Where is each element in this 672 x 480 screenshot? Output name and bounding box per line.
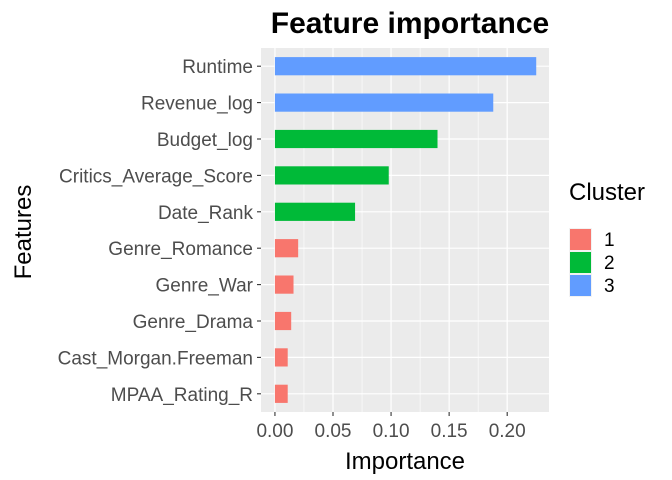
y-tick-label: Genre_Drama [133,312,254,333]
legend-swatch-3 [570,275,591,296]
y-tick-label: Revenue_log [141,94,253,115]
x-axis: 0.00 0.05 0.10 0.15 0.20 [256,412,526,442]
x-tick-label: 0.00 [256,421,293,442]
y-tick-label: Critics_Average_Score [59,166,253,187]
y-axis-label: Features [10,185,37,280]
bar-genre-romance [274,239,299,258]
chart-title: Feature importance [271,7,549,40]
legend-label-2: 2 [604,253,615,274]
y-tick-label: Cast_Morgan.Freeman [58,348,253,369]
bar-genre-drama [274,311,292,331]
x-tick-label: 0.10 [373,421,410,442]
legend: Cluster 123 [569,179,645,297]
y-tick-label: Genre_War [156,276,254,297]
x-tick-label: 0.20 [489,421,526,442]
bars [274,57,537,403]
y-tick-label: Budget_log [157,130,253,151]
legend-label-3: 3 [604,276,615,297]
y-tick-label: MPAA_Rating_R [111,385,253,406]
bar-revenue-log [274,93,494,112]
bar-mpaa-rating-r [274,384,288,403]
legend-title: Cluster [569,179,645,206]
y-tick-label: Genre_Romance [108,239,253,260]
y-axis: Runtime Revenue_log Budget_log Critics_Aver… [58,57,261,406]
bar-genre-war [274,275,294,294]
y-tick-label: Date_Rank [158,203,254,224]
x-tick-label: 0.15 [431,421,468,442]
bar-runtime [274,57,537,76]
y-tick-label: Runtime [182,57,253,78]
bar-critics-average-score [274,166,389,185]
legend-swatch-1 [570,229,591,250]
x-tick-label: 0.05 [315,421,352,442]
bar-cast-morgan-freeman [274,348,288,367]
legend-swatch-2 [570,252,591,273]
x-axis-label: Importance [345,448,465,475]
bar-budget-log [274,129,438,149]
legend-label-1: 1 [604,230,615,251]
bar-date-rank [274,202,356,221]
